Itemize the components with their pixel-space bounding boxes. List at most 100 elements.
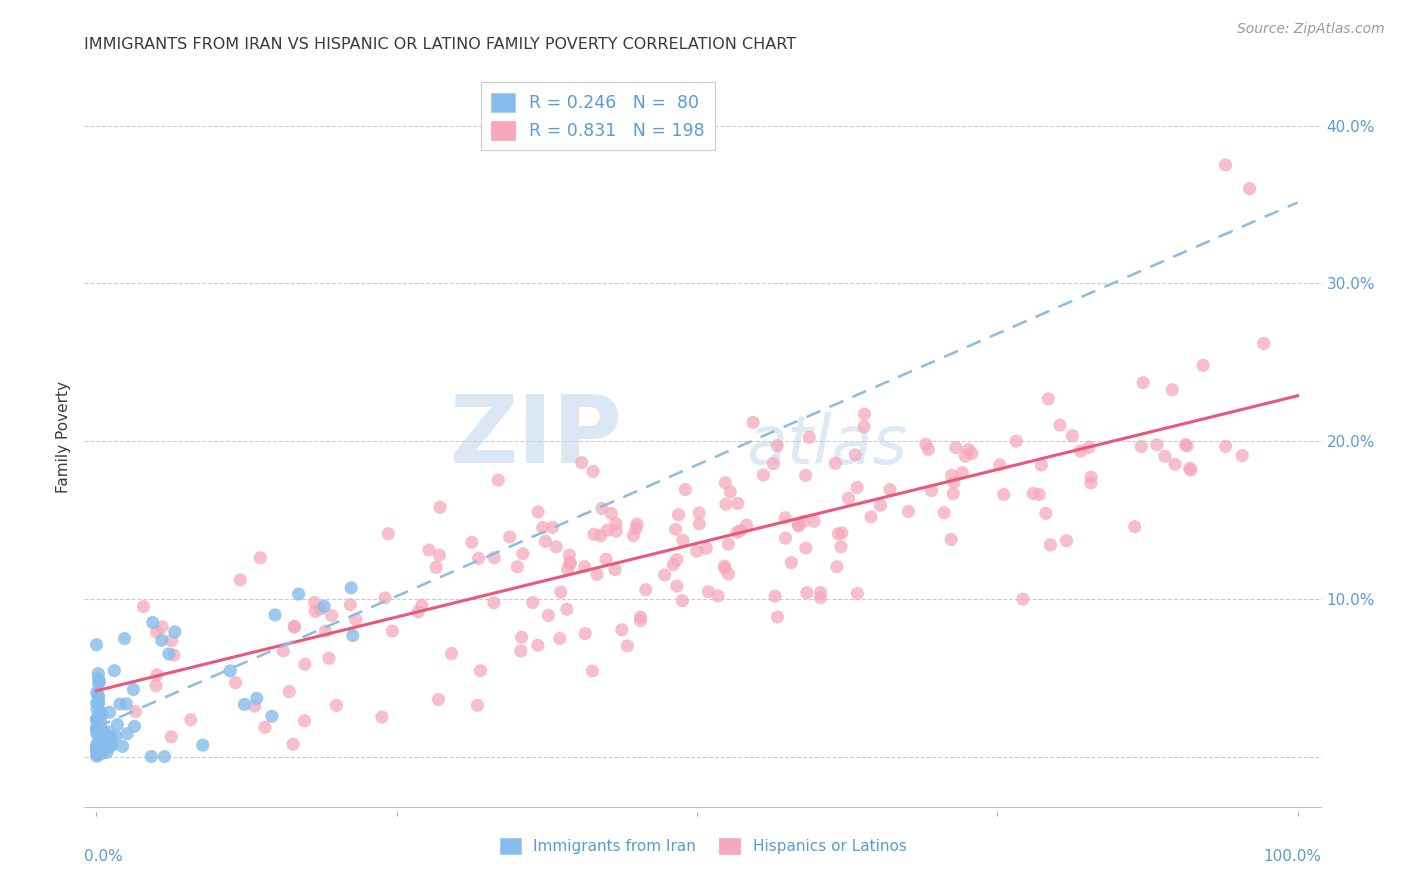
Point [104,729,127,743]
Point [271,644,294,658]
Point [304,604,326,618]
Point [467,698,489,713]
Point [160,633,183,648]
Point [668,508,690,522]
Point [90,730,112,744]
Point [685,544,707,558]
Point [484,550,506,565]
Point [427,692,450,706]
Point [253,720,276,734]
Text: 100.0%: 100.0% [1264,849,1322,864]
Point [688,516,710,531]
Point [581,664,603,678]
Point [824,456,846,470]
Point [571,456,593,470]
Point [522,595,544,609]
Point [546,540,568,554]
Point [406,605,429,619]
Point [1012,592,1035,607]
Point [87,726,110,740]
Point [219,664,242,678]
Point [621,528,644,542]
Point [846,586,869,600]
Point [541,520,564,534]
Point [943,475,966,490]
Point [180,713,202,727]
Point [287,587,309,601]
Point [574,559,596,574]
Point [93,726,115,740]
Point [727,496,749,510]
Legend: Immigrants from Iran, Hispanics or Latinos: Immigrants from Iran, Hispanics or Latin… [494,831,912,860]
Point [941,468,963,483]
Point [506,560,529,574]
Point [560,556,582,570]
Point [825,559,848,574]
Point [89,705,111,719]
Point [86,702,108,716]
Point [89,742,111,756]
Point [1153,450,1175,464]
Point [87,735,110,749]
Point [142,615,165,630]
Point [626,517,648,532]
Point [90,747,112,761]
Point [90,707,112,722]
Point [124,719,146,733]
Point [1215,158,1237,172]
Point [100,731,122,745]
Point [108,697,131,711]
Point [671,593,693,607]
Point [1161,383,1184,397]
Point [86,685,108,699]
Point [735,518,758,533]
Point [87,696,110,710]
Point [114,632,136,646]
Point [787,517,810,532]
Point [153,749,176,764]
Point [787,519,810,533]
Point [1056,533,1078,548]
Point [86,747,108,761]
Point [150,620,173,634]
Point [86,739,108,753]
Point [950,466,973,480]
Point [429,548,451,562]
Point [548,632,571,646]
Point [537,608,560,623]
Point [717,537,740,551]
Point [1005,434,1028,449]
Point [294,657,316,672]
Point [229,573,252,587]
Point [1132,376,1154,390]
Point [665,579,688,593]
Point [810,591,832,605]
Point [163,624,186,639]
Point [1080,475,1102,490]
Point [591,501,613,516]
Point [278,684,301,698]
Point [665,522,688,536]
Point [86,749,108,764]
Point [695,541,717,556]
Point [803,514,825,528]
Point [1174,438,1197,452]
Point [294,714,316,728]
Point [89,746,111,760]
Point [87,738,110,752]
Point [707,589,730,603]
Point [688,506,710,520]
Point [1080,470,1102,484]
Point [94,741,117,756]
Point [897,504,920,518]
Point [932,506,955,520]
Point [794,541,817,555]
Point [86,712,108,726]
Point [339,598,361,612]
Point [87,677,110,691]
Point [713,559,735,574]
Point [582,465,605,479]
Point [955,449,977,463]
Point [499,530,522,544]
Point [100,739,122,753]
